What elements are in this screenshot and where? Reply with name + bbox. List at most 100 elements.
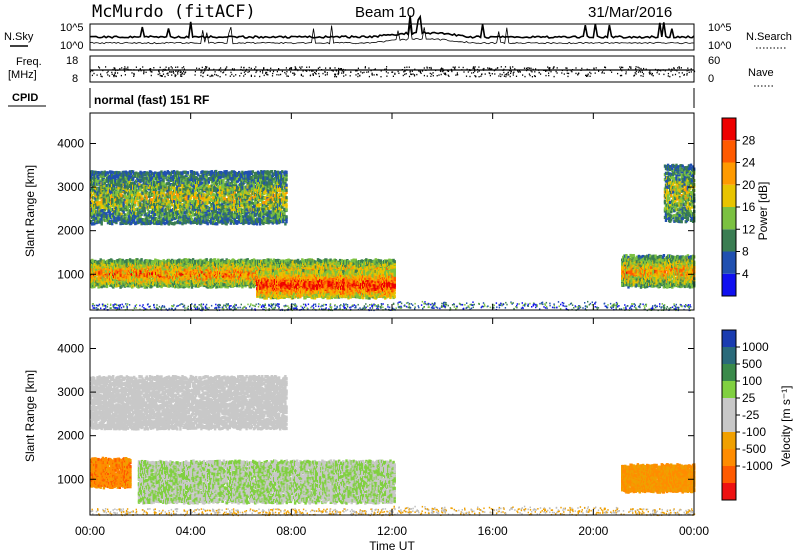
freq-mark xyxy=(586,75,588,77)
freq-mark xyxy=(668,68,670,70)
freq-mark xyxy=(250,75,252,77)
data-cell xyxy=(274,259,278,263)
freq-mark xyxy=(151,71,153,73)
freq-mark xyxy=(184,72,186,74)
freq-mark xyxy=(240,72,242,74)
freq-mark xyxy=(444,73,446,75)
freq-mark xyxy=(153,67,155,69)
freq-mark xyxy=(286,71,288,73)
freq-mark xyxy=(225,67,227,70)
freq-mark xyxy=(586,74,588,76)
freq-mark xyxy=(568,72,570,75)
data-cell xyxy=(112,280,115,285)
freq-mark xyxy=(367,71,370,73)
freq-mark xyxy=(454,68,456,70)
freq-mark xyxy=(218,68,220,71)
freq-mark xyxy=(472,67,474,69)
freq-mark xyxy=(314,71,316,74)
freq-mark xyxy=(357,73,359,75)
data-cell xyxy=(281,262,284,266)
data-cell xyxy=(91,265,94,269)
freq-mark xyxy=(262,72,264,74)
freq-mark xyxy=(98,67,101,69)
freq-mark xyxy=(133,72,135,75)
freq-mark xyxy=(683,73,685,76)
data-cell xyxy=(167,258,171,262)
freq-mark xyxy=(663,73,665,76)
freq-mark xyxy=(306,66,308,68)
freq-mark xyxy=(159,73,161,75)
freq-mark xyxy=(329,67,331,69)
freq-mark xyxy=(478,66,480,68)
freq-mark xyxy=(625,71,627,73)
freq-mark xyxy=(133,74,135,76)
freq-mark xyxy=(529,74,531,77)
freq-mark xyxy=(350,71,352,73)
freq-mark xyxy=(114,71,116,74)
freq-mark xyxy=(408,66,410,68)
data-cell xyxy=(117,283,120,287)
freq-mark xyxy=(96,74,98,76)
freq-mark xyxy=(534,71,536,73)
freq-mark xyxy=(181,73,183,75)
freq-mark xyxy=(678,66,680,68)
freq-mark xyxy=(230,71,232,74)
freq-mark xyxy=(489,72,491,75)
data-cell xyxy=(239,264,242,268)
freq-mark xyxy=(231,68,234,70)
freq-mark xyxy=(254,68,256,70)
freq-mark xyxy=(642,73,645,75)
freq-mark xyxy=(173,72,175,74)
freq-mark xyxy=(465,75,468,77)
freq-mark xyxy=(640,75,642,77)
freq-mark xyxy=(308,66,310,68)
freq-mark xyxy=(98,66,100,68)
freq-mark xyxy=(366,71,368,73)
freq-mark xyxy=(650,72,652,74)
freq-mark xyxy=(523,67,526,69)
freq-mark xyxy=(508,74,510,76)
freq-mark xyxy=(311,70,313,72)
freq-mark xyxy=(530,70,532,72)
freq-mark xyxy=(645,68,647,70)
freq-mark xyxy=(545,70,547,72)
freq-mark xyxy=(167,72,169,74)
freq-mark xyxy=(337,70,340,72)
freq-mark xyxy=(634,72,636,74)
freq-mark xyxy=(617,72,619,75)
data-cell xyxy=(196,272,199,276)
freq-mark xyxy=(286,75,288,77)
data-cell xyxy=(177,285,180,289)
freq-mark xyxy=(243,75,245,77)
freq-mark xyxy=(364,67,366,69)
data-cell xyxy=(190,285,194,289)
freq-mark xyxy=(581,67,583,70)
freq-mark xyxy=(474,66,476,68)
freq-mark xyxy=(474,75,476,77)
freq-mark xyxy=(411,70,413,72)
freq-mark xyxy=(235,74,237,76)
freq-mark xyxy=(404,70,406,72)
freq-mark xyxy=(219,76,221,78)
freq-mark xyxy=(326,72,328,74)
freq-mark xyxy=(658,73,660,75)
freq-mark xyxy=(547,66,549,68)
freq-mark xyxy=(438,74,440,76)
freq-mark xyxy=(231,73,233,76)
freq-mark xyxy=(100,75,102,77)
freq-mark xyxy=(269,70,271,73)
freq-mark xyxy=(368,75,370,78)
freq-mark xyxy=(680,67,682,69)
freq-mark xyxy=(170,71,172,73)
data-cell xyxy=(125,259,129,263)
freq-mark xyxy=(202,72,204,74)
date-label: 31/Mar/2016 xyxy=(588,4,672,21)
freq-mark xyxy=(447,70,450,72)
freq-mark xyxy=(115,75,117,78)
freq-mark xyxy=(552,67,554,70)
freq-mark xyxy=(690,71,692,73)
freq-mark xyxy=(575,67,577,69)
freq-mark xyxy=(267,74,269,76)
freq-mark xyxy=(289,67,291,70)
freq-mark xyxy=(656,71,658,74)
